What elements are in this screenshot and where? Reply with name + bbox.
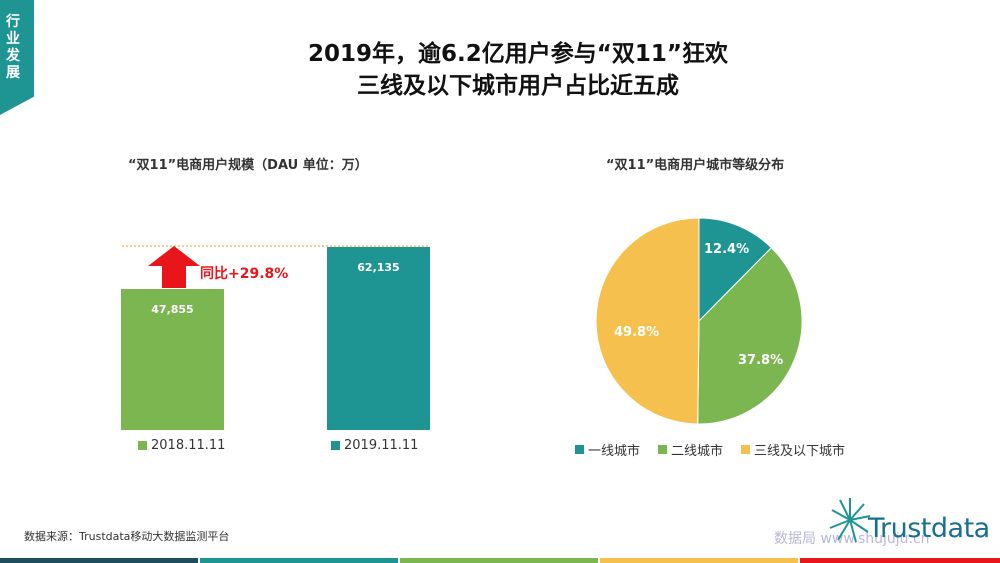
trustdata-logo-icon bbox=[829, 498, 871, 543]
pie-legend-swatch-tier3 bbox=[741, 445, 750, 454]
pie-legend-tier1: 一线城市 bbox=[575, 440, 640, 459]
footer-stripe-4 bbox=[600, 558, 798, 563]
trustdata-logo-text: Trustdata bbox=[868, 513, 990, 544]
legend-swatch-2018 bbox=[138, 441, 147, 450]
footer-stripe-2 bbox=[200, 558, 398, 563]
legend-item-2019: 2019.11.11 bbox=[331, 438, 418, 453]
pie-chart-title: “双11”电商用户城市等级分布 bbox=[606, 158, 785, 173]
footer-stripe-1 bbox=[0, 558, 198, 563]
pie-legend-tier3: 三线及以下城市 bbox=[741, 440, 845, 459]
bar-2018 bbox=[121, 289, 224, 430]
legend-label-2019: 2019.11.11 bbox=[344, 438, 419, 453]
page-title-line1: 2019年，逾6.2亿用户参与“双11”狂欢 bbox=[308, 41, 728, 67]
footer-stripe-5 bbox=[800, 558, 1000, 563]
pie-legend-swatch-tier1 bbox=[575, 445, 584, 454]
growth-annotation: 同比+29.8% bbox=[200, 266, 289, 282]
pie-legend-label-tier1: 一线城市 bbox=[588, 444, 641, 459]
pie-legend-label-tier2: 二线城市 bbox=[671, 444, 724, 459]
data-source: 数据来源：Trustdata移动大数据监测平台 bbox=[24, 530, 230, 543]
bar-2019 bbox=[327, 247, 430, 430]
up-arrow-icon bbox=[148, 246, 200, 288]
page-title-line2: 三线及以下城市用户占比近五成 bbox=[357, 73, 679, 99]
pie-legend-swatch-tier2 bbox=[658, 445, 667, 454]
section-tag-text: 行业发展 bbox=[6, 14, 20, 81]
pie-legend-label-tier3: 三线及以下城市 bbox=[754, 444, 846, 459]
pie-slice-3 bbox=[595, 217, 700, 425]
pie-label-tier1: 12.4% bbox=[704, 242, 750, 257]
pie-slice-1 bbox=[698, 217, 773, 323]
bar-value-label-2019: 62,135 bbox=[357, 261, 400, 274]
bar-value-label-2018: 47,855 bbox=[151, 303, 194, 317]
pie-label-tier3: 49.8% bbox=[614, 325, 660, 340]
bar-chart-title: “双11”电商用户规模（DAU 单位：万） bbox=[128, 158, 368, 173]
legend-swatch-2019 bbox=[331, 441, 340, 450]
pie-slice-2 bbox=[697, 247, 803, 425]
legend-label-2018: 2018.11.11 bbox=[151, 438, 226, 453]
pie-label-tier2: 37.8% bbox=[738, 353, 784, 368]
pie-legend-tier2: 二线城市 bbox=[658, 440, 723, 459]
footer-stripe-3 bbox=[400, 558, 598, 563]
section-tag: 行业发展 bbox=[0, 0, 34, 115]
watermark: 数据局 www.shujuju.cn bbox=[774, 531, 930, 547]
legend-item-2018: 2018.11.11 bbox=[138, 438, 225, 453]
